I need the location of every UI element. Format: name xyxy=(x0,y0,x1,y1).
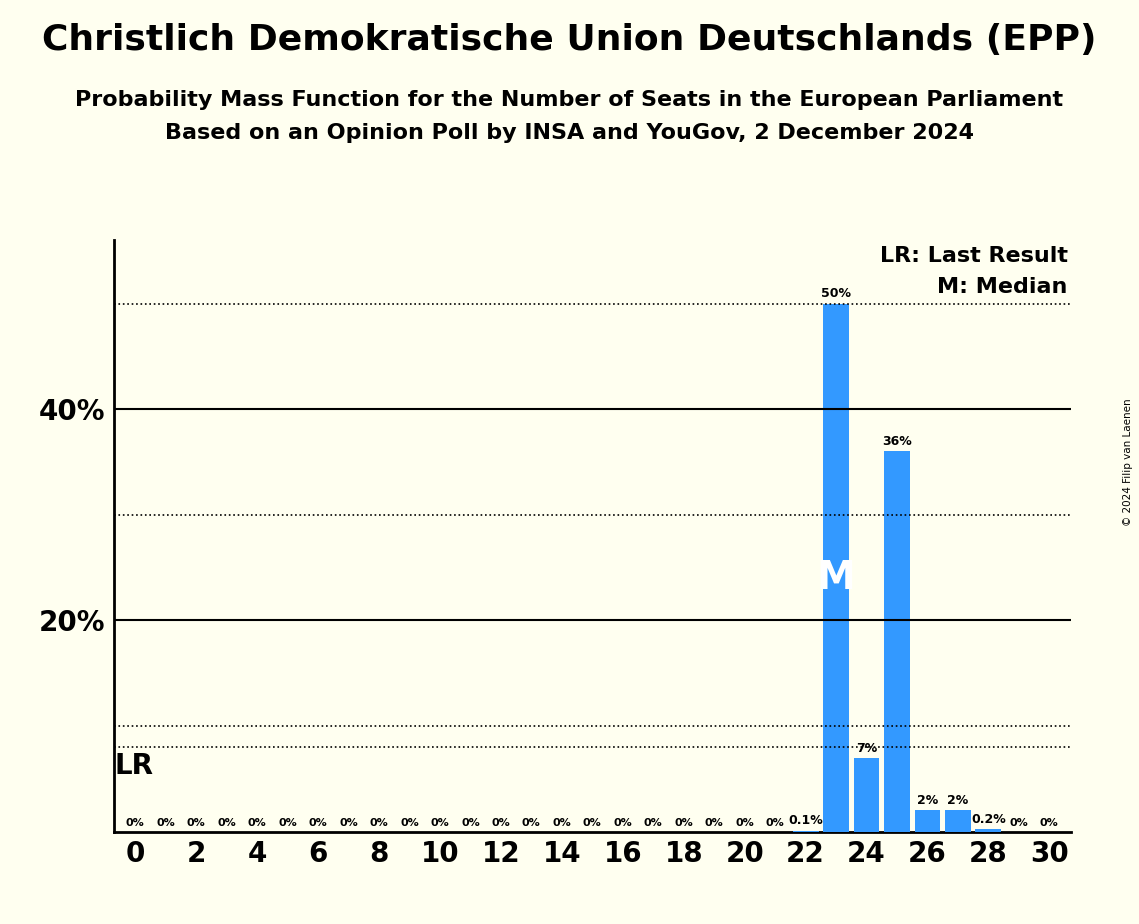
Text: 0%: 0% xyxy=(705,819,723,829)
Text: 0%: 0% xyxy=(156,819,175,829)
Text: 0%: 0% xyxy=(431,819,449,829)
Text: 0%: 0% xyxy=(400,819,419,829)
Text: 0%: 0% xyxy=(187,819,205,829)
Text: 0%: 0% xyxy=(674,819,693,829)
Text: 0%: 0% xyxy=(248,819,267,829)
Text: Based on an Opinion Poll by INSA and YouGov, 2 December 2024: Based on an Opinion Poll by INSA and You… xyxy=(165,123,974,143)
Text: 0%: 0% xyxy=(309,819,327,829)
Text: © 2024 Filip van Laenen: © 2024 Filip van Laenen xyxy=(1123,398,1132,526)
Bar xyxy=(853,758,879,832)
Text: 0%: 0% xyxy=(736,819,754,829)
Bar xyxy=(823,304,849,832)
Text: 0%: 0% xyxy=(278,819,297,829)
Text: 0%: 0% xyxy=(1009,819,1029,829)
Text: 0%: 0% xyxy=(339,819,358,829)
Text: 0%: 0% xyxy=(1040,819,1059,829)
Text: 0%: 0% xyxy=(583,819,601,829)
Text: 0%: 0% xyxy=(492,819,510,829)
Text: 2%: 2% xyxy=(948,795,968,808)
Bar xyxy=(793,831,819,832)
Bar xyxy=(975,830,1001,832)
Text: 0%: 0% xyxy=(614,819,632,829)
Text: 0%: 0% xyxy=(552,819,571,829)
Bar xyxy=(915,810,941,832)
Text: 0%: 0% xyxy=(125,819,145,829)
Text: 0%: 0% xyxy=(461,819,480,829)
Text: 0%: 0% xyxy=(218,819,236,829)
Text: LR: LR xyxy=(115,752,154,781)
Text: 0%: 0% xyxy=(522,819,541,829)
Text: 2%: 2% xyxy=(917,795,939,808)
Text: 36%: 36% xyxy=(882,435,912,448)
Text: M: Median: M: Median xyxy=(937,277,1067,298)
Text: 0.2%: 0.2% xyxy=(972,813,1006,826)
Text: Christlich Demokratische Union Deutschlands (EPP): Christlich Demokratische Union Deutschla… xyxy=(42,23,1097,57)
Text: LR: Last Result: LR: Last Result xyxy=(879,246,1067,265)
Text: 7%: 7% xyxy=(855,742,877,755)
Text: 50%: 50% xyxy=(821,287,851,300)
Text: 0%: 0% xyxy=(644,819,663,829)
Bar xyxy=(945,810,970,832)
Bar xyxy=(884,452,910,832)
Text: 0%: 0% xyxy=(765,819,785,829)
Text: Probability Mass Function for the Number of Seats in the European Parliament: Probability Mass Function for the Number… xyxy=(75,90,1064,110)
Text: 0.1%: 0.1% xyxy=(788,814,823,827)
Text: M: M xyxy=(817,559,855,597)
Text: 0%: 0% xyxy=(370,819,388,829)
